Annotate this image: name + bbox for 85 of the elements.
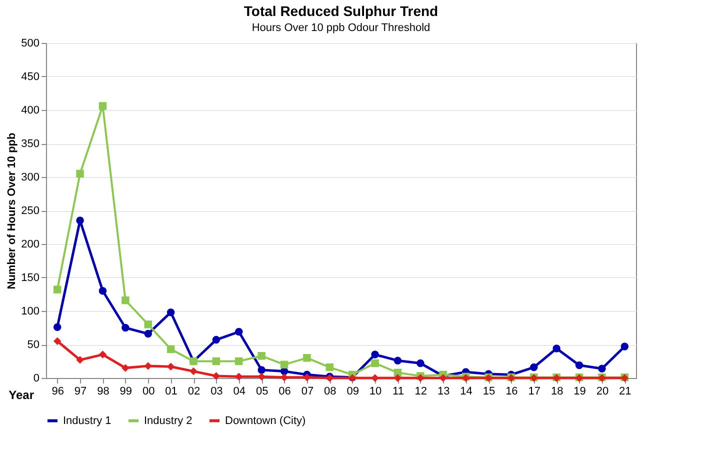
point [122, 364, 130, 372]
y-tick-label: 500 [21, 38, 40, 50]
point [552, 344, 560, 352]
x-tick-label: 01 [165, 386, 178, 398]
point [166, 345, 175, 354]
x-tick-label: 21 [619, 386, 632, 398]
point [144, 320, 152, 328]
point [235, 372, 243, 381]
point [190, 367, 198, 376]
x-axis-title: Year [8, 388, 34, 402]
x-tick-label: 99 [120, 386, 132, 398]
point [76, 216, 84, 224]
point [53, 323, 62, 331]
x-tick-label: 12 [414, 386, 428, 398]
y-tick-label: 200 [21, 238, 40, 250]
point [98, 350, 107, 358]
point [303, 373, 311, 382]
x-tick-label: 15 [482, 386, 496, 398]
point [98, 287, 107, 295]
point [122, 324, 130, 332]
point [98, 102, 107, 110]
point [620, 342, 629, 350]
point [371, 374, 379, 382]
x-tick-label: 20 [596, 386, 609, 398]
x-tick-label: 08 [324, 386, 336, 398]
point [371, 359, 379, 368]
point [258, 366, 266, 374]
y-axis-title: Number of Hours Over 10 ppb [6, 132, 18, 290]
point [326, 363, 334, 372]
x-tick-label: 07 [301, 386, 314, 398]
point [530, 363, 538, 372]
point [122, 296, 130, 304]
point [166, 362, 175, 370]
point [53, 286, 62, 294]
y-tick-label: 300 [21, 172, 40, 184]
point [303, 354, 311, 362]
legend-label: Industry 1 [63, 414, 112, 427]
x-tick-label: 00 [142, 386, 155, 398]
point [575, 361, 584, 370]
y-tick-label: 250 [21, 205, 40, 217]
x-tick-label: 18 [550, 386, 564, 398]
x-tick-label: 97 [74, 386, 87, 398]
point [144, 362, 152, 370]
x-tick-label: 04 [233, 386, 246, 398]
x-tick-label: 98 [97, 386, 110, 398]
x-tick-label: 17 [528, 386, 541, 398]
y-tick-label: 400 [21, 104, 40, 116]
legend-label: Industry 2 [144, 414, 192, 427]
y-tick-label: 350 [21, 138, 40, 150]
point [235, 328, 243, 336]
x-tick-label: 10 [369, 386, 382, 398]
point [258, 372, 266, 381]
x-tick-label: 03 [210, 386, 223, 398]
x-tick-label: 96 [52, 386, 64, 398]
point [235, 357, 243, 366]
y-tick-label: 150 [21, 272, 40, 284]
x-tick-label: 14 [460, 386, 472, 398]
x-tick-label: 02 [188, 386, 200, 398]
x-tick-label: 19 [574, 386, 586, 398]
point [76, 170, 84, 178]
y-tick-label: 50 [27, 339, 40, 351]
chart-subtitle: Hours Over 10 ppb Odour Threshold [252, 22, 430, 34]
point [53, 337, 62, 346]
y-tick-label: 450 [21, 71, 40, 83]
point [394, 356, 402, 364]
point [280, 360, 288, 368]
point [166, 308, 175, 316]
x-tick-label: 09 [346, 386, 359, 398]
x-tick-label: 13 [437, 386, 450, 398]
y-tick-label: 0 [33, 372, 40, 384]
point [258, 352, 266, 360]
point [144, 330, 152, 338]
x-tick-label: 06 [278, 386, 291, 398]
point [212, 336, 220, 344]
x-tick-label: 11 [392, 386, 404, 398]
x-tick-label: 16 [506, 386, 518, 398]
x-tick-label: 05 [256, 386, 268, 398]
point [416, 359, 424, 368]
y-tick-label: 100 [21, 306, 40, 318]
point [212, 357, 220, 366]
point [598, 364, 606, 372]
legend-label: Downtown (City) [225, 414, 306, 427]
point [76, 356, 84, 364]
point [371, 350, 379, 358]
chart-title: Total Reduced Sulphur Trend [244, 3, 438, 19]
